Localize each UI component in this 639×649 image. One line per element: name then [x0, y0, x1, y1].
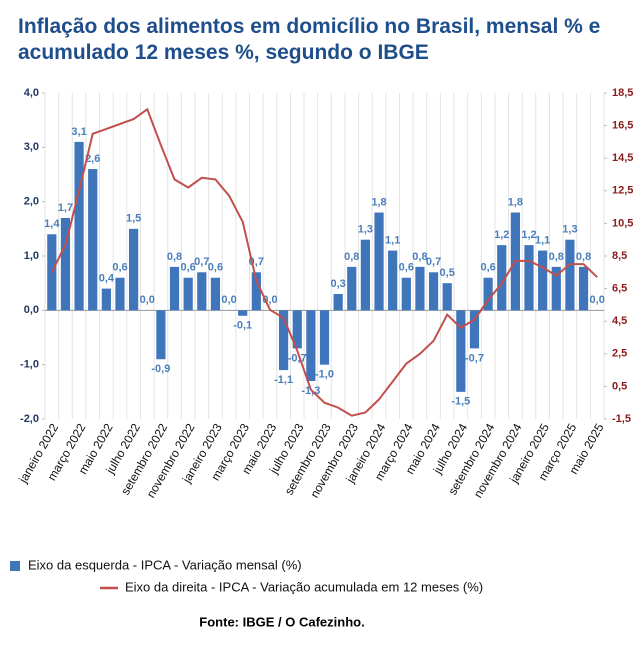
chart-title: Inflação dos alimentos em domicílio no B… — [18, 15, 601, 64]
bar — [401, 277, 411, 311]
y-tick-label: -2,0 — [20, 413, 39, 425]
y2-tick-label: 6,5 — [612, 283, 627, 295]
bar — [101, 288, 111, 311]
bar — [156, 310, 166, 360]
bar — [456, 310, 466, 392]
data-label: 1,7 — [58, 202, 73, 214]
y-tick-label: 2,0 — [24, 196, 39, 208]
y2-tick-label: 12,5 — [612, 185, 633, 197]
bar — [469, 310, 480, 349]
data-label: -1,5 — [451, 396, 470, 408]
data-label: 0,6 — [208, 262, 223, 274]
y2-tick-label: 4,5 — [612, 315, 627, 327]
bar — [278, 310, 289, 371]
bar — [292, 310, 302, 349]
bar — [210, 277, 221, 311]
data-label: 1,5 — [126, 213, 141, 225]
bar — [183, 277, 193, 311]
bar — [74, 141, 84, 311]
bar — [415, 266, 425, 311]
bar — [428, 272, 439, 311]
bar — [238, 310, 248, 316]
bar — [524, 245, 534, 311]
data-label: 0,0 — [590, 294, 605, 306]
y-tick-label: 3,0 — [24, 141, 39, 153]
data-label: 1,3 — [358, 224, 373, 236]
bar — [442, 283, 452, 311]
bar — [129, 228, 139, 311]
data-label: 0,8 — [549, 251, 564, 263]
data-label: 0,6 — [112, 262, 127, 274]
data-label: 1,2 — [521, 229, 536, 241]
data-label: 0,0 — [140, 294, 155, 306]
bar — [374, 212, 384, 311]
y-tick-label: 4,0 — [24, 87, 39, 99]
data-label: 0,6 — [480, 262, 495, 274]
data-label: 0,6 — [399, 262, 414, 274]
bar — [388, 250, 398, 311]
y-tick-label: 1,0 — [24, 250, 39, 262]
legend-label: Eixo da direita - IPCA - Variação acumul… — [125, 579, 483, 594]
bar — [251, 272, 261, 311]
bar — [60, 217, 71, 311]
data-label: 0,4 — [99, 273, 115, 285]
legend-label: Eixo da esquerda - IPCA - Variação mensa… — [28, 557, 302, 572]
bar — [115, 277, 125, 311]
y2-tick-label: 0,5 — [612, 380, 627, 392]
bar — [319, 310, 330, 365]
y2-tick-label: 14,5 — [612, 152, 633, 164]
y-tick-label: -1,0 — [20, 359, 39, 371]
data-label: -0,1 — [233, 320, 252, 332]
data-label: 0,7 — [194, 256, 209, 268]
data-label: 1,1 — [385, 234, 400, 246]
bar — [169, 266, 180, 311]
data-label: 0,0 — [221, 294, 236, 306]
data-label: 0,7 — [426, 256, 441, 268]
data-label: 1,3 — [562, 224, 577, 236]
source: Fonte: IBGE / O Cafezinho. — [199, 614, 364, 629]
data-label: 1,8 — [508, 196, 523, 208]
bar — [333, 294, 343, 311]
data-label: -1,1 — [274, 374, 293, 386]
bar — [347, 266, 357, 311]
data-label: 3,1 — [71, 126, 86, 138]
data-label: -0,7 — [288, 352, 307, 364]
data-label: 1,1 — [535, 234, 550, 246]
data-label: 0,3 — [330, 278, 345, 290]
bar — [360, 239, 371, 311]
data-label: 0,8 — [412, 251, 427, 263]
bar — [483, 277, 493, 311]
data-label: 0,8 — [344, 251, 359, 263]
y2-tick-label: -1,5 — [612, 413, 631, 425]
y2-tick-label: 16,5 — [612, 120, 633, 132]
data-label: -0,7 — [465, 352, 484, 364]
y2-tick-label: 10,5 — [612, 217, 633, 229]
y2-tick-label: 2,5 — [612, 348, 627, 360]
bar — [306, 310, 316, 381]
data-label: -0,9 — [151, 363, 170, 375]
y-tick-label: 0,0 — [24, 304, 39, 316]
data-label: 2,6 — [85, 153, 100, 165]
bar — [551, 266, 561, 311]
y2-tick-label: 18,5 — [612, 87, 633, 99]
data-label: 0,8 — [167, 251, 182, 263]
data-label: 1,4 — [44, 218, 60, 230]
data-label: 1,2 — [494, 229, 509, 241]
legend-swatch — [10, 561, 20, 571]
data-label: 0,5 — [440, 267, 455, 279]
data-label: -1,0 — [315, 369, 334, 381]
data-label: 0,8 — [576, 251, 591, 263]
bar — [197, 272, 207, 311]
bar — [497, 245, 507, 311]
data-label: 0,6 — [181, 262, 196, 274]
data-label: 1,8 — [371, 196, 386, 208]
bar — [565, 239, 575, 311]
y2-tick-label: 8,5 — [612, 250, 627, 262]
bar — [538, 250, 548, 311]
bar — [578, 266, 589, 311]
bar — [88, 169, 98, 311]
line — [50, 107, 598, 417]
